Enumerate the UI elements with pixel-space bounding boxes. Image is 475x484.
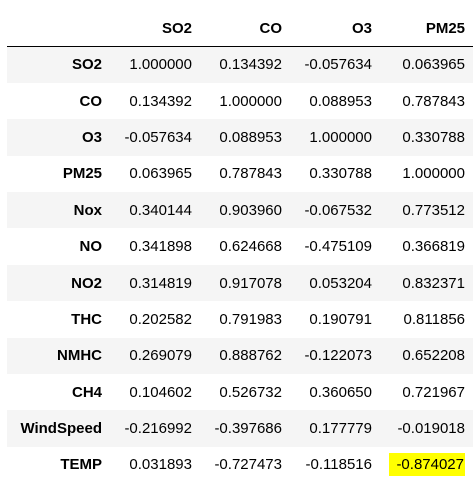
row-label: CO bbox=[79, 92, 103, 110]
table-cell: 0.526732 bbox=[219, 383, 282, 401]
table-cell: 0.330788 bbox=[402, 128, 465, 146]
row-label: Nox bbox=[73, 201, 102, 219]
table-cell: 0.063965 bbox=[402, 56, 465, 74]
table-row: NMHC 0.269079 0.888762 -0.122073 0.65220… bbox=[7, 337, 473, 375]
row-label: PM25 bbox=[62, 165, 102, 183]
table-cell: 0.787843 bbox=[219, 165, 282, 183]
table-cell: 0.330788 bbox=[309, 165, 372, 183]
highlighted-cell: -0.874027 bbox=[380, 447, 473, 483]
table-cell: 0.652208 bbox=[402, 347, 465, 365]
table-row: NO 0.341898 0.624668 -0.475109 0.366819 bbox=[7, 228, 473, 265]
table-row: SO2 1.000000 0.134392 -0.057634 0.063965 bbox=[7, 46, 473, 83]
table-cell: 0.832371 bbox=[402, 274, 465, 292]
table-cell: -0.019018 bbox=[397, 420, 465, 438]
row-label: TEMP bbox=[60, 456, 102, 474]
table-cell: -0.057634 bbox=[304, 56, 372, 74]
table-row: WindSpeed -0.216992 -0.397686 0.177779 -… bbox=[7, 410, 473, 447]
table-cell: 0.366819 bbox=[402, 238, 465, 256]
table-row: THC 0.202582 0.791983 0.190791 0.811856 bbox=[7, 301, 473, 338]
table-cell: -0.727473 bbox=[214, 456, 282, 474]
table-cell: 0.134392 bbox=[129, 92, 192, 110]
table-cell: 0.031893 bbox=[129, 456, 192, 474]
table-cell: 0.624668 bbox=[219, 238, 282, 256]
table-row: Nox 0.340144 0.903960 -0.067532 0.773512 bbox=[7, 192, 473, 229]
table-cell: 0.341898 bbox=[129, 238, 192, 256]
table-row: CO 0.134392 1.000000 0.088953 0.787843 bbox=[7, 82, 473, 120]
index-header bbox=[7, 10, 110, 47]
table-cell: -0.122073 bbox=[304, 347, 372, 365]
column-header: CO bbox=[200, 10, 290, 47]
table-row: NO2 0.314819 0.917078 0.053204 0.832371 bbox=[7, 264, 473, 302]
table-cell: -0.216992 bbox=[124, 420, 192, 438]
column-header: PM25 bbox=[380, 10, 473, 47]
row-label: NMHC bbox=[57, 347, 102, 365]
row-label: NO bbox=[79, 238, 103, 256]
table-cell: 0.791983 bbox=[219, 310, 282, 328]
row-label: NO2 bbox=[71, 274, 102, 292]
table-cell: 1.000000 bbox=[402, 165, 465, 183]
row-label: THC bbox=[71, 310, 102, 328]
table-cell: 0.811856 bbox=[403, 310, 465, 328]
table-cell: 0.314819 bbox=[129, 274, 192, 292]
header-row: SO2 CO O3 PM25 bbox=[7, 10, 473, 47]
highlighted-value: -0.874027 bbox=[389, 453, 465, 477]
table-cell: 0.190791 bbox=[309, 310, 372, 328]
table-cell: 0.104602 bbox=[129, 383, 192, 401]
table-cell: 1.000000 bbox=[309, 128, 372, 146]
table-cell: 0.088953 bbox=[309, 92, 372, 110]
table-cell: 0.888762 bbox=[219, 347, 282, 365]
table-cell: -0.475109 bbox=[304, 238, 372, 256]
table-cell: 0.088953 bbox=[219, 128, 282, 146]
table-cell: 0.269079 bbox=[129, 347, 192, 365]
table-cell: -0.067532 bbox=[304, 201, 372, 219]
row-label: CH4 bbox=[71, 383, 102, 401]
column-header: O3 bbox=[290, 10, 380, 47]
table-cell: -0.397686 bbox=[214, 420, 282, 438]
table-cell: 0.134392 bbox=[219, 56, 282, 74]
table-cell: 1.000000 bbox=[129, 56, 192, 74]
correlation-table: SO2 CO O3 PM25 SO2 1.000000 0.134392 -0.… bbox=[7, 10, 473, 484]
table-cell: 0.360650 bbox=[309, 383, 372, 401]
row-label: WindSpeed bbox=[20, 420, 102, 438]
table-cell: 0.787843 bbox=[402, 92, 465, 110]
table-cell: 0.202582 bbox=[129, 310, 192, 328]
table-cell: -0.057634 bbox=[124, 128, 192, 146]
table-cell: 0.917078 bbox=[219, 274, 282, 292]
table-cell: 0.773512 bbox=[402, 201, 465, 219]
table-cell: 0.177779 bbox=[309, 420, 372, 438]
table-cell: 0.053204 bbox=[309, 274, 372, 292]
column-header: SO2 bbox=[110, 10, 200, 47]
table-cell: 1.000000 bbox=[219, 92, 282, 110]
table-cell: -0.118516 bbox=[305, 456, 372, 474]
table-cell: 0.721967 bbox=[402, 383, 465, 401]
row-label: O3 bbox=[81, 128, 102, 146]
table-cell: 0.340144 bbox=[129, 201, 192, 219]
table-row: CH4 0.104602 0.526732 0.360650 0.721967 bbox=[7, 374, 473, 411]
table-row: O3 -0.057634 0.088953 1.000000 0.330788 bbox=[7, 119, 473, 156]
table-cell: 0.903960 bbox=[219, 201, 282, 219]
table-row: PM25 0.063965 0.787843 0.330788 1.000000 bbox=[7, 155, 473, 193]
table-row: TEMP 0.031893 -0.727473 -0.118516 -0.874… bbox=[7, 446, 473, 484]
table-cell: 0.063965 bbox=[129, 165, 192, 183]
row-label: SO2 bbox=[71, 56, 102, 74]
